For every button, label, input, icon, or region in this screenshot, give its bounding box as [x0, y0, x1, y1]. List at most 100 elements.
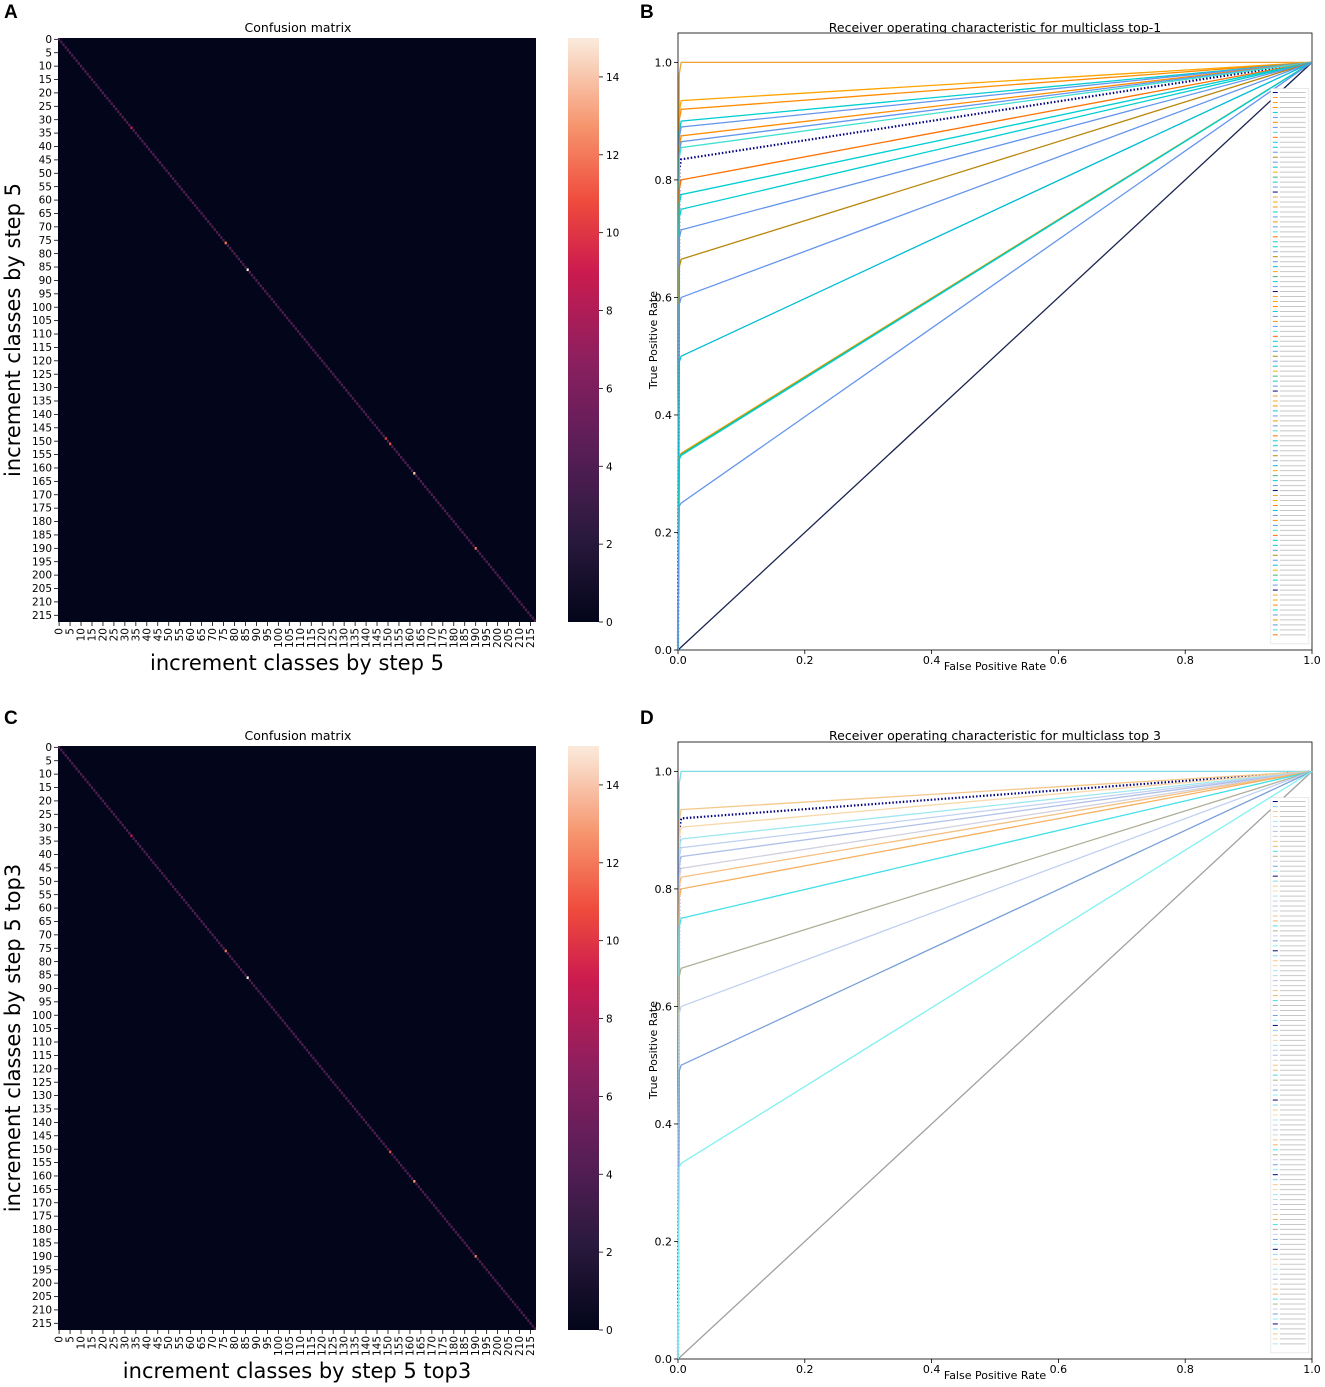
y-tick-label: 200: [32, 1278, 52, 1290]
heatmap-cell-90: [255, 987, 258, 990]
heatmap-cell-46: [158, 869, 162, 872]
y-tick-label: 170: [32, 1197, 52, 1209]
heatmap-cell-31: [125, 121, 129, 124]
heatmap-cell-179: [450, 517, 453, 521]
heatmap-cell-17: [95, 791, 98, 795]
heatmap-cell-126: [334, 375, 337, 379]
heatmap-cell-144: [373, 1131, 376, 1135]
x-tick-label: 10: [76, 1336, 88, 1349]
y-tick-label: 215: [32, 1318, 52, 1330]
x-axis-label-d: False Positive Rate: [944, 1369, 1046, 1382]
y-tick-label: 0.4: [655, 409, 673, 422]
x-tick-label: 35: [130, 1336, 142, 1349]
heatmap-cell-72: [215, 938, 219, 942]
x-tick-label: 105: [284, 628, 296, 648]
heatmap-cell-95: [266, 1000, 269, 1004]
heatmap-cell-53: [174, 887, 177, 891]
heatmap-cell-66: [202, 214, 205, 218]
y-tick-label: 35: [39, 836, 52, 848]
heatmap-cell-75: [222, 238, 225, 242]
heatmap-cell-94: [264, 997, 267, 1001]
heatmap-cell-210: [518, 1308, 521, 1312]
heatmap-cell-143: [371, 421, 374, 424]
heatmap-cell-176: [443, 509, 447, 513]
heatmap-cell-144: [373, 423, 376, 427]
chart-title-a: Confusion matrix: [245, 20, 352, 35]
heatmap-cell-194: [483, 1265, 486, 1269]
y-tick-label: 85: [39, 262, 52, 274]
heatmap-cell-174: [439, 1212, 442, 1215]
heatmap-cell-196: [487, 563, 490, 566]
heatmap-cell-209: [516, 1305, 519, 1309]
heatmap-cell-187: [468, 1246, 471, 1250]
heatmap-cell-185: [463, 1241, 466, 1245]
heatmap-cell-209: [516, 597, 519, 601]
x-tick-label: 50: [163, 628, 175, 641]
heatmap-cell-3: [64, 46, 67, 49]
heatmap-cells-c: [58, 746, 536, 1330]
heatmap-cell-52: [172, 177, 175, 180]
y-tick-label: 45: [39, 154, 52, 166]
colorbar-tick-label: 10: [606, 228, 619, 240]
x-tick-label: 185: [459, 628, 471, 648]
heatmap-cell-50: [167, 171, 170, 175]
heatmap-cell-28: [119, 821, 122, 824]
y-tick-label: 120: [32, 355, 52, 367]
colorbar-tick-label: 0: [606, 617, 613, 629]
y-tick-label: 130: [32, 1090, 52, 1102]
heatmap-cell-160: [408, 1174, 412, 1178]
x-tick-label: 185: [459, 1336, 471, 1356]
heatmap-cell-143: [371, 1129, 374, 1132]
heatmap-cell-135: [354, 399, 357, 403]
y-tick-label: 0.8: [655, 174, 673, 187]
heatmap-cell-130: [343, 386, 346, 389]
y-tick-label: 160: [32, 1171, 52, 1183]
heatmap-cell-89: [253, 276, 256, 280]
x-tick-label: 100: [273, 628, 285, 648]
heatmap-cell-158: [404, 1169, 407, 1172]
heatmap-cell-124: [329, 370, 333, 373]
heatmap-cell-167: [424, 485, 427, 489]
y-tick-label: 190: [32, 1251, 52, 1263]
heatmap-cell-83: [239, 260, 243, 264]
heatmap-cell-135: [354, 1107, 357, 1111]
heatmap-cell-92: [259, 284, 262, 288]
panel-letter-d: D: [640, 708, 654, 729]
heatmap-cell-37: [139, 845, 142, 848]
x-tick-label: 155: [393, 628, 405, 648]
heatmap-cell-214: [527, 611, 530, 614]
heatmap-cell-108: [294, 327, 297, 330]
heatmap-cell-126: [334, 1083, 337, 1087]
heatmap-cell-8: [75, 767, 78, 771]
y-tick-label: 180: [32, 1224, 52, 1236]
heatmap-cell-127: [336, 378, 339, 381]
x-tick-label: 35: [130, 628, 142, 641]
y-ticks-b: 0.0 0.2 0.4 0.6 0.8 1.0: [655, 56, 678, 657]
roc-series-b: [676, 61, 1313, 651]
heatmap-cell-150: [386, 439, 390, 443]
heatmap-cell-192: [478, 552, 482, 556]
y-tick-label: 65: [39, 208, 52, 220]
heatmap-cell-101: [279, 308, 282, 312]
heatmap-cell-11: [82, 67, 85, 71]
heatmap-cell-68: [207, 928, 210, 931]
heatmap-cell-114: [307, 1051, 311, 1055]
heatmap-cell-0: [58, 38, 61, 41]
colorbar-ticks-c: 0 2 4 6 8 10 12 14: [599, 780, 620, 1337]
colorbar-tick-label: 8: [606, 1014, 613, 1026]
heatmap-cell-39: [143, 142, 146, 146]
heatmap-cell-60: [189, 198, 192, 202]
heatmap-cell-105: [288, 319, 291, 322]
heatmap-cell-49: [165, 169, 168, 172]
y-tick-label: 20: [39, 796, 52, 808]
heatmap-cell-183: [459, 1236, 462, 1239]
heatmap-cell-178: [448, 1222, 451, 1226]
heatmap-cell-193: [481, 1263, 484, 1266]
roc-chart-d: Receiver operating characteristic for mu…: [647, 728, 1321, 1382]
x-tick-label: 0.8: [1176, 1363, 1194, 1376]
heatmap-cell-206: [509, 589, 512, 593]
heatmap-cell-171: [432, 1204, 436, 1207]
x-tick-label: 115: [306, 1336, 318, 1356]
heatmap-cell-26: [115, 107, 118, 111]
y-tick-label: 200: [32, 570, 52, 582]
